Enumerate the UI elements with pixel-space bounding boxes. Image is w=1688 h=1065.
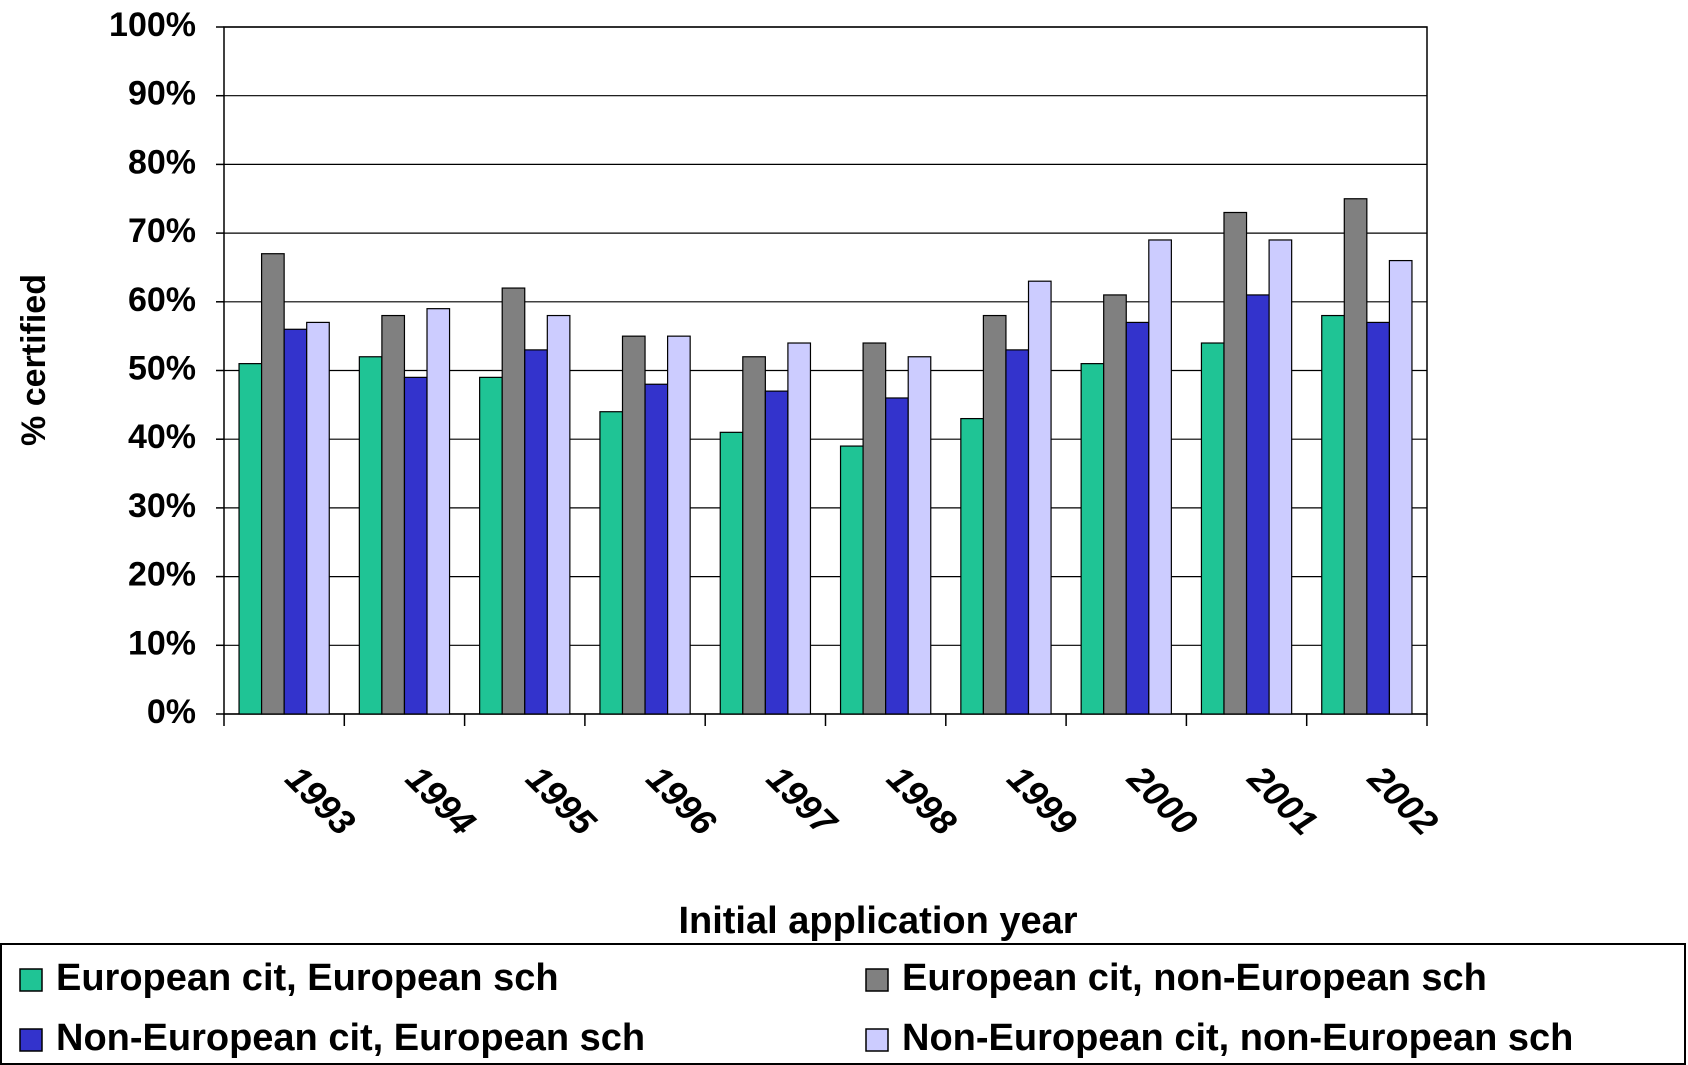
bar <box>479 376 503 715</box>
bar <box>1080 363 1105 715</box>
bar <box>238 363 263 715</box>
y-tick-label: 50% <box>128 349 196 387</box>
x-tick-label: 1998 <box>879 757 965 843</box>
bar <box>1200 342 1225 715</box>
bar <box>260 253 285 715</box>
bar <box>501 287 526 715</box>
bar <box>1103 294 1127 715</box>
legend-label: European cit, European sch <box>56 957 559 999</box>
bar <box>426 308 451 715</box>
bar <box>885 397 909 715</box>
legend-box <box>0 943 1686 1065</box>
bar <box>381 314 406 715</box>
x-tick-label: 1997 <box>759 757 846 844</box>
bar <box>1343 198 1368 715</box>
y-tick-label: 70% <box>128 212 196 250</box>
x-tick-label: 1995 <box>518 757 604 843</box>
bar <box>1005 349 1030 715</box>
legend-marker <box>19 1028 43 1052</box>
bar <box>524 349 548 715</box>
bar <box>644 383 669 715</box>
bar <box>1366 321 1391 715</box>
legend-label: European cit, non-European sch <box>902 957 1487 999</box>
bar <box>982 314 1007 715</box>
legend-label: Non-European cit, European sch <box>56 1017 645 1059</box>
bar <box>1125 321 1150 715</box>
bar <box>719 431 744 715</box>
bar <box>960 417 984 715</box>
bar <box>1148 239 1172 715</box>
legend-label: Non-European cit, non-European sch <box>902 1017 1573 1059</box>
bar <box>1268 239 1293 715</box>
x-axis-title: Initial application year <box>678 900 1077 942</box>
x-tick-label: 2001 <box>1239 757 1325 843</box>
bar <box>1321 314 1345 715</box>
y-tick-label: 0% <box>147 693 196 731</box>
y-tick-label: 40% <box>128 418 196 456</box>
bar <box>306 321 330 715</box>
legend-marker <box>865 1028 889 1052</box>
bar <box>1223 211 1248 715</box>
y-tick-label: 20% <box>128 556 196 594</box>
x-tick-label: 1994 <box>398 757 484 843</box>
y-tick-label: 30% <box>128 487 196 525</box>
legend-marker <box>865 968 889 992</box>
legend-marker <box>19 968 43 992</box>
x-tick-label: 1999 <box>1000 757 1086 843</box>
bar <box>1245 294 1270 715</box>
bar <box>358 356 383 715</box>
bar <box>621 335 646 715</box>
x-tick-label: 1996 <box>639 757 725 843</box>
bar <box>862 342 887 715</box>
bar <box>787 342 812 715</box>
y-tick-label: 10% <box>128 624 196 662</box>
bar <box>1027 280 1052 715</box>
y-axis-title: % certified <box>15 274 53 446</box>
y-tick-label: 100% <box>109 6 196 44</box>
bar <box>599 411 624 715</box>
bar <box>546 314 571 715</box>
bar <box>839 445 864 715</box>
bar <box>1388 259 1413 715</box>
x-tick-label: 1993 <box>278 757 364 843</box>
bar <box>907 356 932 715</box>
y-tick-label: 80% <box>128 143 196 181</box>
bar <box>667 335 691 715</box>
bar <box>283 328 308 715</box>
x-tick-label: 2000 <box>1119 757 1205 843</box>
bar <box>742 356 766 715</box>
bar <box>403 376 428 715</box>
y-tick-label: 60% <box>128 281 196 319</box>
bar <box>764 390 789 715</box>
y-tick-label: 90% <box>128 75 196 113</box>
x-tick-label: 2002 <box>1360 757 1446 843</box>
